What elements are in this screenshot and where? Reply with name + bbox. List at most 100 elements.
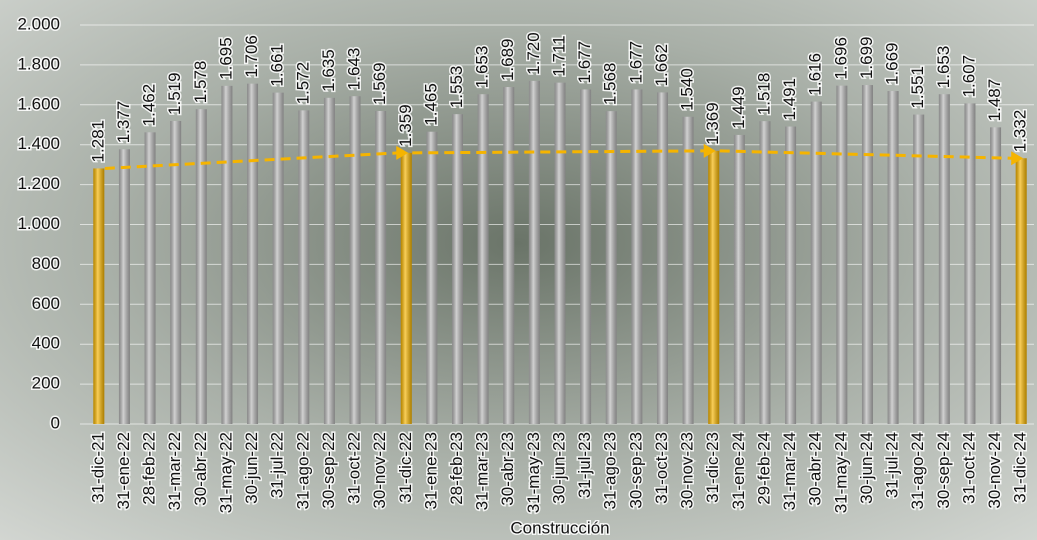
y-tick-label: 1.200 — [17, 174, 60, 193]
value-label: 1.359 — [396, 104, 415, 147]
bar-shade — [170, 120, 182, 424]
value-label: 1.553 — [447, 66, 466, 109]
x-tick-label: 30-abr-22 — [191, 432, 210, 506]
bar-shade — [477, 94, 489, 424]
value-label: 1.519 — [165, 72, 184, 115]
x-axis-label: Construcción — [510, 518, 609, 537]
x-tick-label: 31-ene-22 — [114, 432, 133, 510]
x-tick-label: 31-dic-22 — [396, 432, 415, 503]
trend-line — [104, 151, 399, 170]
bar-shade — [426, 131, 438, 425]
bar-shade — [144, 132, 156, 424]
bar-shade — [605, 111, 617, 425]
bar-shade — [118, 149, 130, 424]
x-tick-label: 30-jun-24 — [857, 432, 876, 504]
value-label: 1.568 — [601, 63, 620, 106]
bar-shade — [554, 82, 566, 424]
value-label: 1.332 — [1011, 110, 1030, 153]
value-label: 1.669 — [883, 42, 902, 85]
x-tick-label: 31-ene-24 — [729, 432, 748, 510]
bar-shade — [93, 168, 105, 424]
value-label: 1.720 — [524, 32, 543, 75]
y-tick-label: 600 — [32, 294, 60, 313]
value-label: 1.699 — [857, 37, 876, 80]
bar-shade — [990, 127, 1002, 424]
bar-shade — [631, 89, 643, 424]
y-tick-label: 1.000 — [17, 214, 60, 233]
bar-shade — [913, 114, 925, 424]
x-tick-label: 31-may-22 — [216, 432, 235, 513]
bar-shade — [400, 152, 412, 424]
bar-shade — [1015, 158, 1027, 425]
bar-shade — [656, 92, 668, 424]
x-tick-label: 31-ene-23 — [421, 432, 440, 510]
x-tick-label: 31-may-24 — [831, 432, 850, 513]
value-label: 1.281 — [88, 120, 107, 163]
x-tick-label: 30-sep-24 — [934, 432, 953, 509]
x-tick-label: 31-oct-24 — [959, 432, 978, 504]
y-tick-label: 800 — [32, 254, 60, 273]
x-tick-label: 31-mar-23 — [473, 432, 492, 510]
value-label: 1.662 — [652, 44, 671, 87]
value-label: 1.696 — [831, 37, 850, 80]
bar-shade — [375, 110, 387, 424]
x-tick-label: 30-nov-23 — [678, 432, 697, 509]
bar-shade — [810, 101, 822, 424]
y-tick-label: 1.600 — [17, 94, 60, 113]
x-tick-label: 30-sep-22 — [319, 432, 338, 509]
bar-shade — [964, 103, 976, 424]
value-label: 1.551 — [908, 66, 927, 109]
x-tick-label: 28-feb-23 — [447, 432, 466, 505]
x-tick-label: 30-sep-23 — [626, 432, 645, 509]
bar-shade — [272, 92, 284, 425]
bar-shade — [298, 110, 310, 425]
value-label: 1.706 — [242, 35, 261, 78]
x-tick-label: 28-feb-22 — [140, 432, 159, 505]
value-label: 1.616 — [806, 53, 825, 96]
y-tick-label: 1.800 — [17, 54, 60, 73]
y-tick-label: 400 — [32, 334, 60, 353]
x-tick-label: 31-dic-21 — [88, 432, 107, 503]
value-label: 1.540 — [678, 68, 697, 111]
bar-shade — [887, 91, 899, 425]
bar-shade — [195, 109, 207, 425]
value-label: 1.711 — [549, 35, 568, 76]
bar-shade — [938, 94, 950, 424]
value-label: 1.653 — [934, 46, 953, 89]
bar-shade — [580, 89, 592, 424]
value-label: 1.569 — [370, 62, 389, 105]
x-tick-label: 31-jul-22 — [268, 432, 287, 498]
x-tick-label: 30-nov-22 — [370, 432, 389, 509]
value-label: 1.635 — [319, 49, 338, 92]
x-tick-label: 31-ago-24 — [908, 432, 927, 510]
x-tick-label: 30-nov-24 — [985, 432, 1004, 509]
x-tick-label: 30-jun-22 — [242, 432, 261, 504]
value-label: 1.518 — [754, 73, 773, 116]
value-label: 1.487 — [985, 79, 1004, 122]
bar-shade — [452, 114, 464, 424]
trend-arrow — [396, 145, 409, 160]
x-tick-label: 31-jul-23 — [575, 432, 594, 498]
value-label: 1.689 — [498, 38, 517, 81]
y-tick-label: 200 — [32, 374, 60, 393]
value-label: 1.643 — [345, 48, 364, 91]
x-tick-label: 31-oct-23 — [652, 432, 671, 504]
bar-shade — [785, 126, 797, 424]
value-label: 1.465 — [421, 83, 440, 126]
value-label: 1.695 — [216, 37, 235, 80]
bar-shade — [221, 85, 233, 424]
value-label: 1.653 — [473, 46, 492, 89]
x-tick-label: 31-dic-24 — [1011, 432, 1030, 503]
trend-line — [412, 149, 706, 155]
y-tick-label: 2.000 — [17, 14, 60, 33]
bar-shade — [349, 96, 361, 424]
trend-arrow — [703, 143, 716, 158]
value-label: 1.677 — [575, 41, 594, 84]
bar-shade — [247, 83, 259, 424]
value-label: 1.377 — [114, 101, 133, 144]
value-label: 1.462 — [140, 84, 159, 127]
y-tick-label: 0 — [51, 413, 60, 432]
x-tick-label: 30-abr-23 — [498, 432, 517, 506]
x-tick-label: 30-abr-24 — [806, 432, 825, 506]
value-label: 1.677 — [626, 41, 645, 84]
